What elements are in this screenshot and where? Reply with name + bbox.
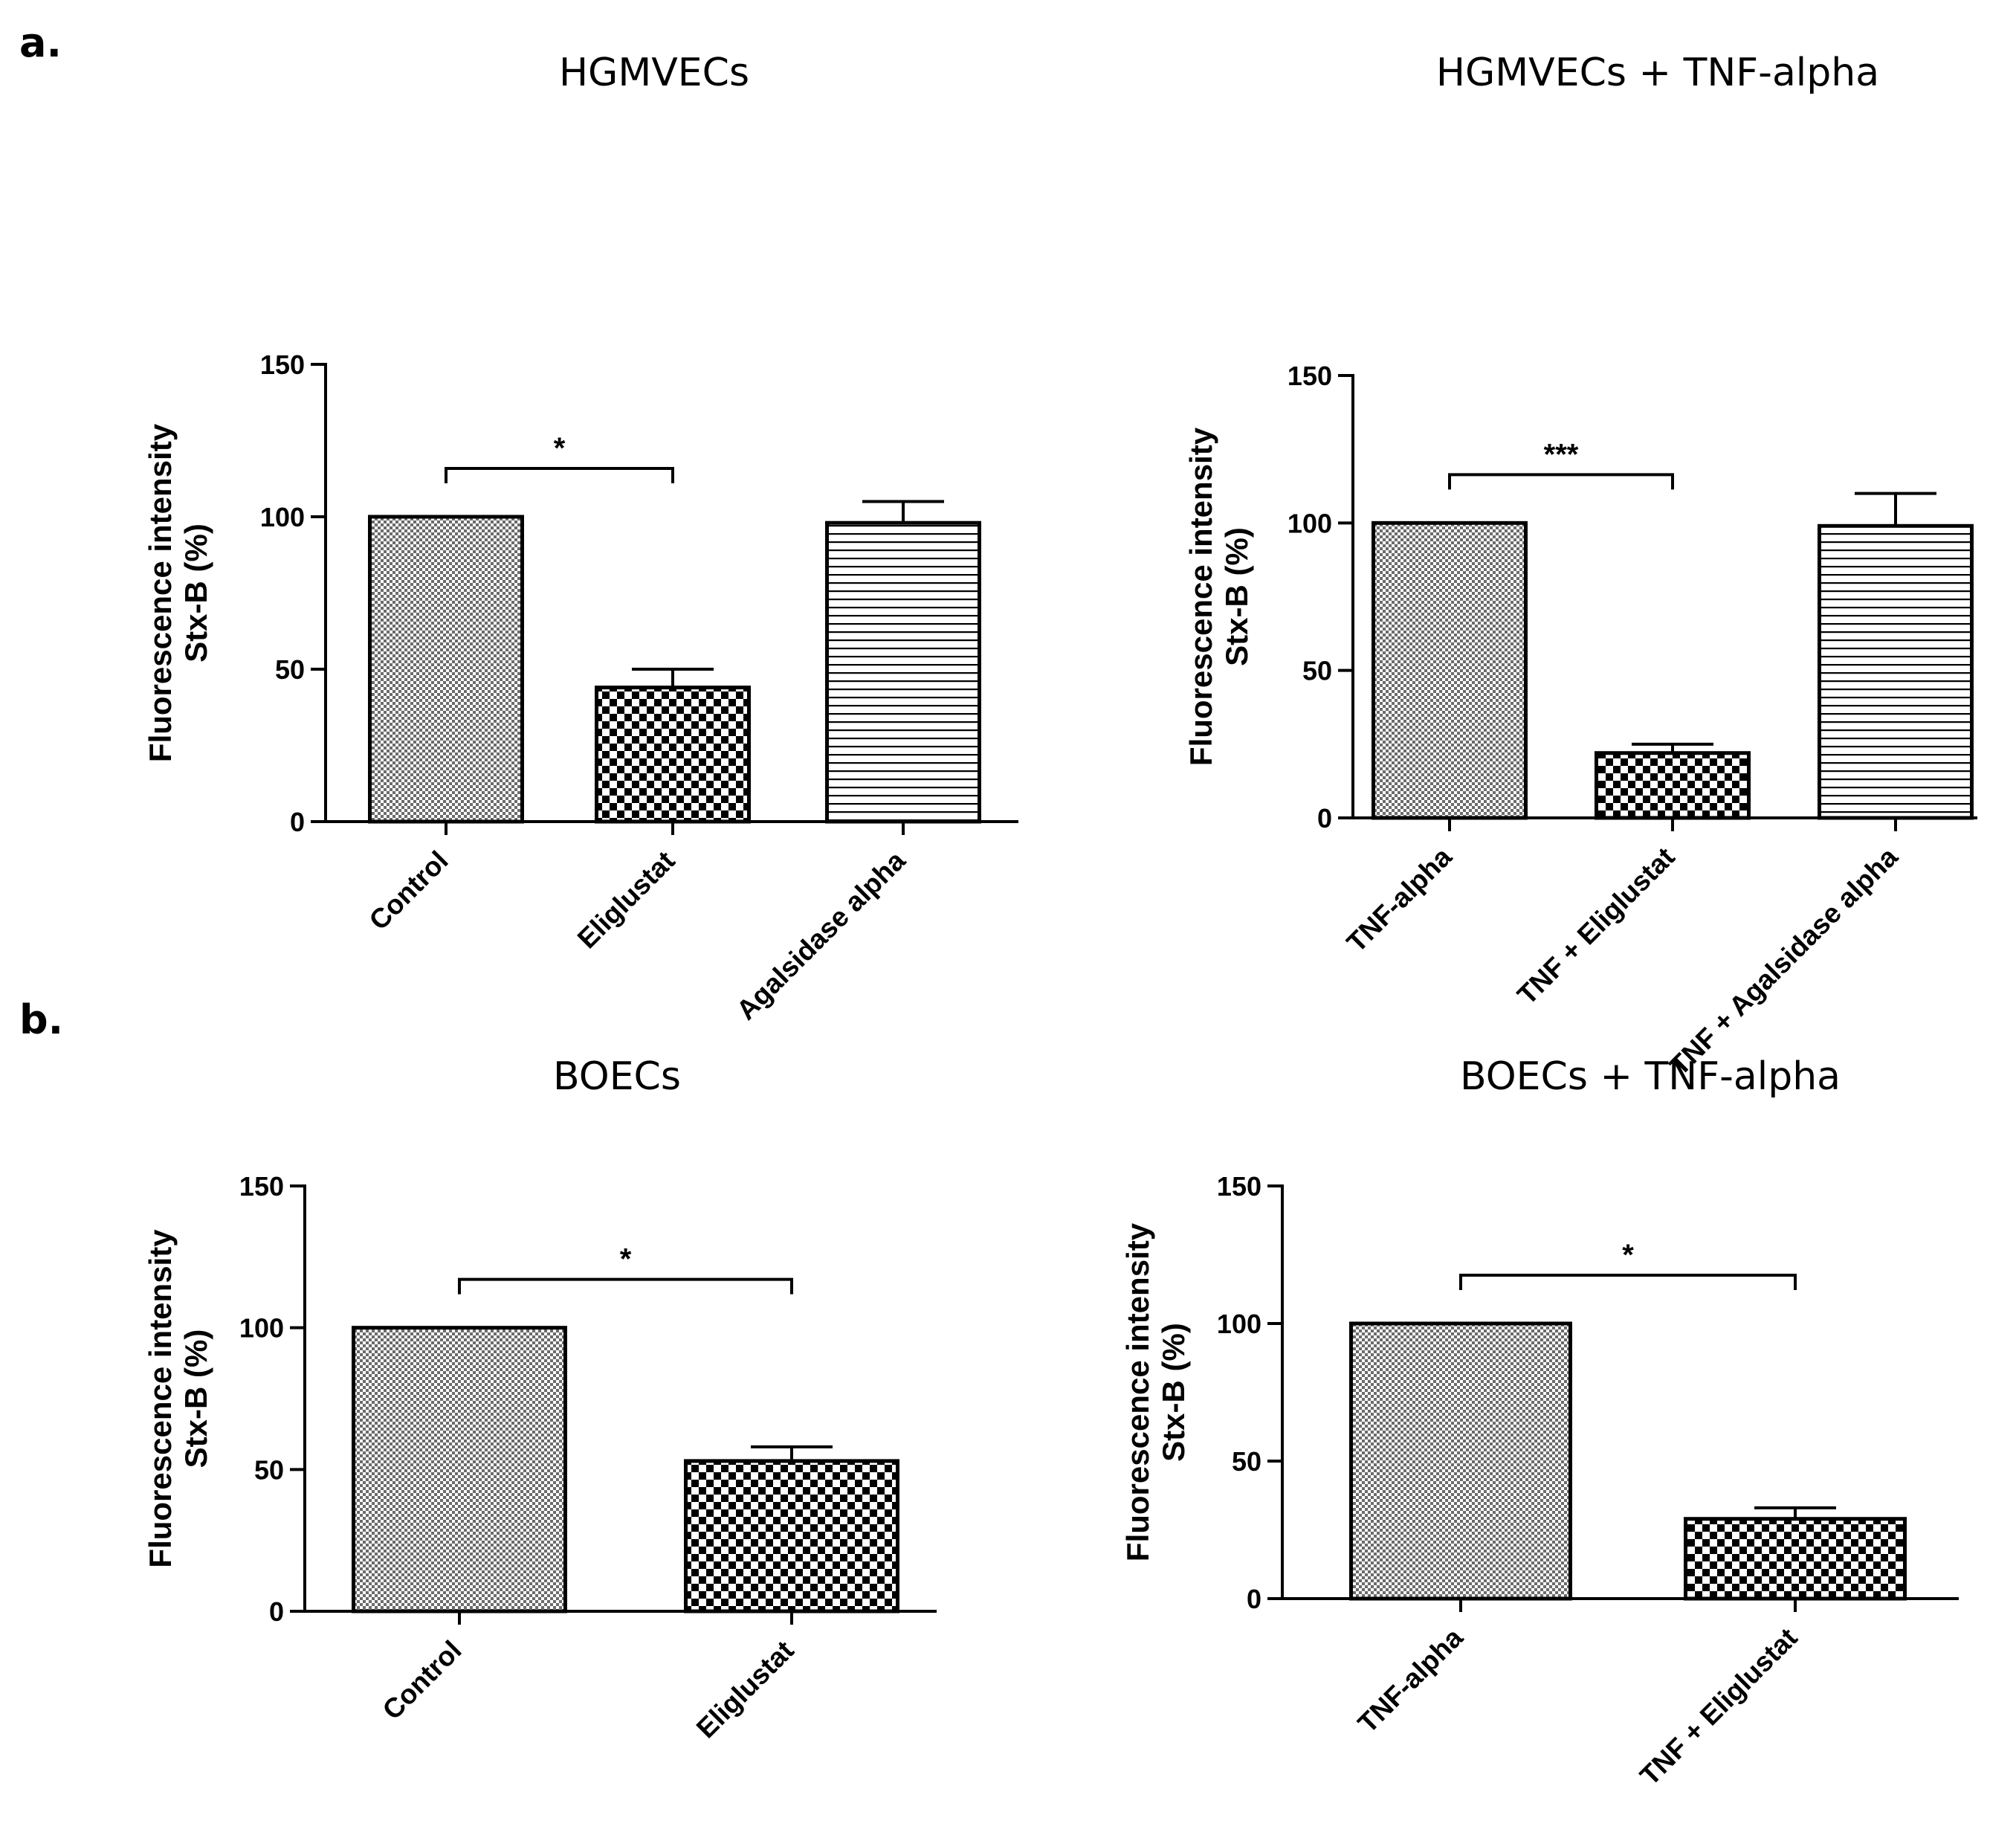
y-tick-label: 50 xyxy=(1302,656,1332,686)
bar xyxy=(825,520,981,824)
chart-title-hgmvecs-tnf: HGMVECs + TNF-alpha xyxy=(1435,51,1880,95)
y-tick-label: 0 xyxy=(1247,1584,1261,1614)
bar-chart-hgmvecs-tnf: 0 50 100 150 Fluorescence intensity Stx-B (%)… xyxy=(1183,361,1977,1081)
bar xyxy=(368,515,524,824)
bar-chart-boecs-tnf: 0 50 100 150 Fluorescence intensity Stx-B (%)… xyxy=(1120,1171,1959,1791)
x-tick-label: Control xyxy=(377,1635,468,1726)
y-tick-label: 0 xyxy=(1317,803,1332,834)
x-tick-label: TNF + Eliglustat xyxy=(1634,1622,1803,1791)
bar-chart-boecs: 0 50 100 150 Fluorescence intensity Stx-B (%)… xyxy=(143,1171,937,1744)
chart-title-hgmvecs: HGMVECs xyxy=(558,51,750,95)
x-tick-label: Eliglustat xyxy=(572,845,681,955)
y-tick-label: 50 xyxy=(1232,1446,1261,1477)
significance-label: * xyxy=(620,1243,632,1276)
panel-label-a: a. xyxy=(19,19,62,66)
y-tick-label: 50 xyxy=(275,654,305,685)
y-tick-label: 100 xyxy=(260,502,305,532)
panel-label-b: b. xyxy=(19,996,64,1043)
y-axis-label: Fluorescence intensity xyxy=(1120,1222,1155,1561)
y-tick-label: 0 xyxy=(269,1596,284,1627)
bar xyxy=(684,1459,899,1614)
bar xyxy=(1684,1517,1907,1601)
significance-label: * xyxy=(554,432,566,465)
y-axis-label: Stx-B (%) xyxy=(1219,527,1254,666)
chart-title-boecs: BOECs xyxy=(553,1054,681,1099)
y-tick-label: 100 xyxy=(239,1313,284,1344)
y-axis-label: Stx-B (%) xyxy=(1156,1323,1191,1462)
bar xyxy=(352,1326,567,1614)
significance-bracket xyxy=(458,1277,793,1295)
significance-label: * xyxy=(1622,1239,1634,1271)
y-axis-label: Stx-B (%) xyxy=(178,523,213,663)
y-tick-label: 0 xyxy=(290,807,305,837)
bar xyxy=(1818,523,1974,820)
y-tick-label: 150 xyxy=(1217,1171,1261,1202)
x-tick-label: Control xyxy=(364,845,454,936)
significance-label: *** xyxy=(1544,438,1579,471)
x-tick-label: TNF + Eliglustat xyxy=(1511,842,1680,1010)
y-tick-label: 100 xyxy=(1217,1309,1261,1339)
x-tick-label: TNF-alpha xyxy=(1352,1622,1469,1738)
bar xyxy=(1349,1321,1572,1601)
y-axis-label: Fluorescence intensity xyxy=(143,1229,178,1568)
significance-bracket xyxy=(445,467,674,483)
y-tick-label: 50 xyxy=(254,1454,284,1485)
y-tick-label: 150 xyxy=(1288,361,1332,391)
y-axis-label: Stx-B (%) xyxy=(178,1329,213,1469)
y-tick-label: 150 xyxy=(260,349,305,380)
y-tick-label: 150 xyxy=(239,1171,284,1202)
significance-bracket xyxy=(1459,1274,1797,1290)
bar xyxy=(1372,520,1528,820)
y-tick-label: 100 xyxy=(1288,508,1332,538)
chart-title-boecs-tnf: BOECs + TNF-alpha xyxy=(1459,1054,1841,1099)
y-axis-label: Fluorescence intensity xyxy=(143,423,178,762)
bar xyxy=(1595,751,1751,820)
bar xyxy=(595,686,751,824)
bar-chart-hgmvecs: 0 50 100 150 Fluorescence intensity Stx-B (%)… xyxy=(143,349,1018,1025)
x-tick-label: TNF + Agalsidase alpha xyxy=(1664,841,1904,1081)
x-tick-label: Agalsidase alpha xyxy=(731,845,911,1025)
significance-bracket xyxy=(1448,473,1674,490)
x-tick-label: TNF-alpha xyxy=(1341,841,1458,958)
x-tick-label: Eliglustat xyxy=(691,1635,800,1744)
y-axis-label: Fluorescence intensity xyxy=(1183,427,1218,766)
